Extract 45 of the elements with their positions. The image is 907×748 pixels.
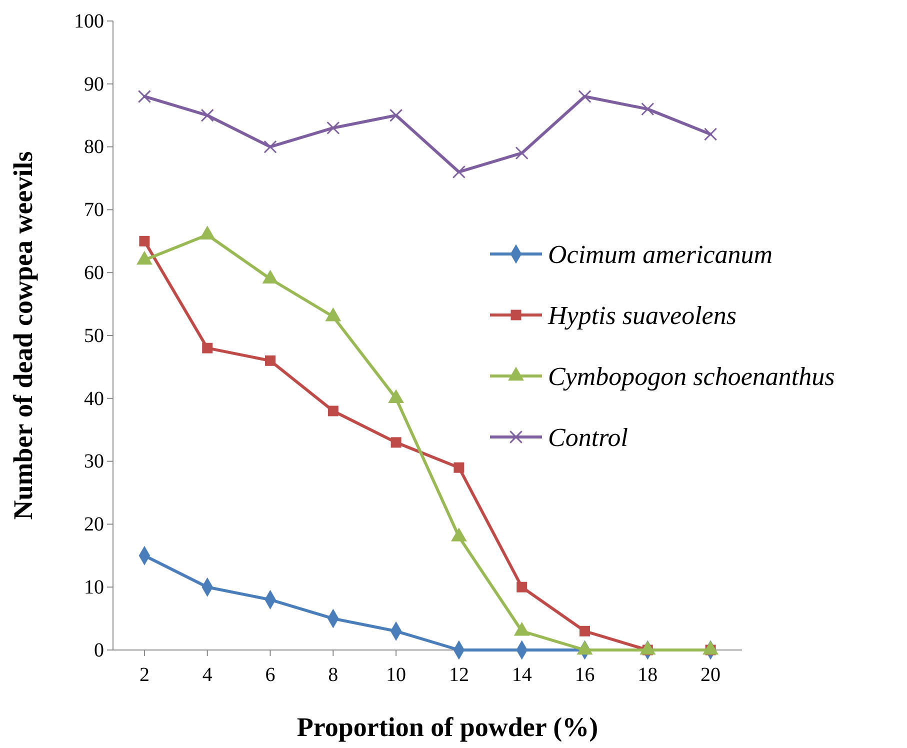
y-tick-label: 90 [84, 73, 104, 96]
point [454, 462, 464, 473]
x-tick-label: 20 [700, 664, 721, 686]
x-tick-label: 2 [139, 664, 150, 686]
point [265, 355, 276, 366]
point [580, 626, 590, 636]
y-axis-title: Number of dead cowpea weevils [8, 151, 38, 520]
point [515, 146, 528, 160]
x-tick-label: 10 [386, 664, 406, 686]
legend-label: Ocimum americanum [548, 240, 773, 270]
point [516, 582, 528, 592]
x-tick-label: 16 [574, 664, 595, 686]
x-axis-title: Proportion of powder (%) [296, 712, 598, 742]
y-tick-label: 60 [84, 262, 104, 284]
x-tick-label: 18 [638, 664, 658, 686]
y-tick-label: 10 [84, 576, 104, 598]
y-tick-label: 40 [84, 388, 104, 410]
point [390, 437, 402, 448]
point [389, 108, 403, 122]
legend-label: Cymbopogon schoenanthus [548, 362, 835, 392]
y-tick-label: 80 [84, 136, 104, 158]
legend-label: Control [548, 423, 628, 452]
point [452, 165, 466, 179]
y-tick-label: 30 [84, 450, 104, 473]
x-tick-label: 14 [512, 664, 532, 686]
point [704, 128, 718, 141]
y-tick-label: 70 [84, 199, 104, 222]
point [202, 342, 213, 354]
point [326, 121, 340, 134]
y-tick-label: 50 [84, 324, 104, 347]
x-tick-label: 4 [202, 664, 212, 686]
point [139, 236, 150, 246]
point [328, 406, 338, 416]
legend-label: Hyptis suaveolens [547, 301, 736, 330]
y-tick-label: 20 [84, 514, 104, 536]
x-tick-label: 12 [448, 664, 469, 686]
y-tick-label: 100 [74, 10, 104, 32]
point [578, 90, 592, 104]
point [641, 102, 654, 116]
y-tick-label: 0 [94, 639, 104, 662]
point [138, 90, 152, 104]
x-tick-label: 8 [328, 664, 338, 686]
point [264, 140, 277, 154]
point [200, 108, 214, 122]
x-tick-label: 6 [265, 664, 276, 686]
